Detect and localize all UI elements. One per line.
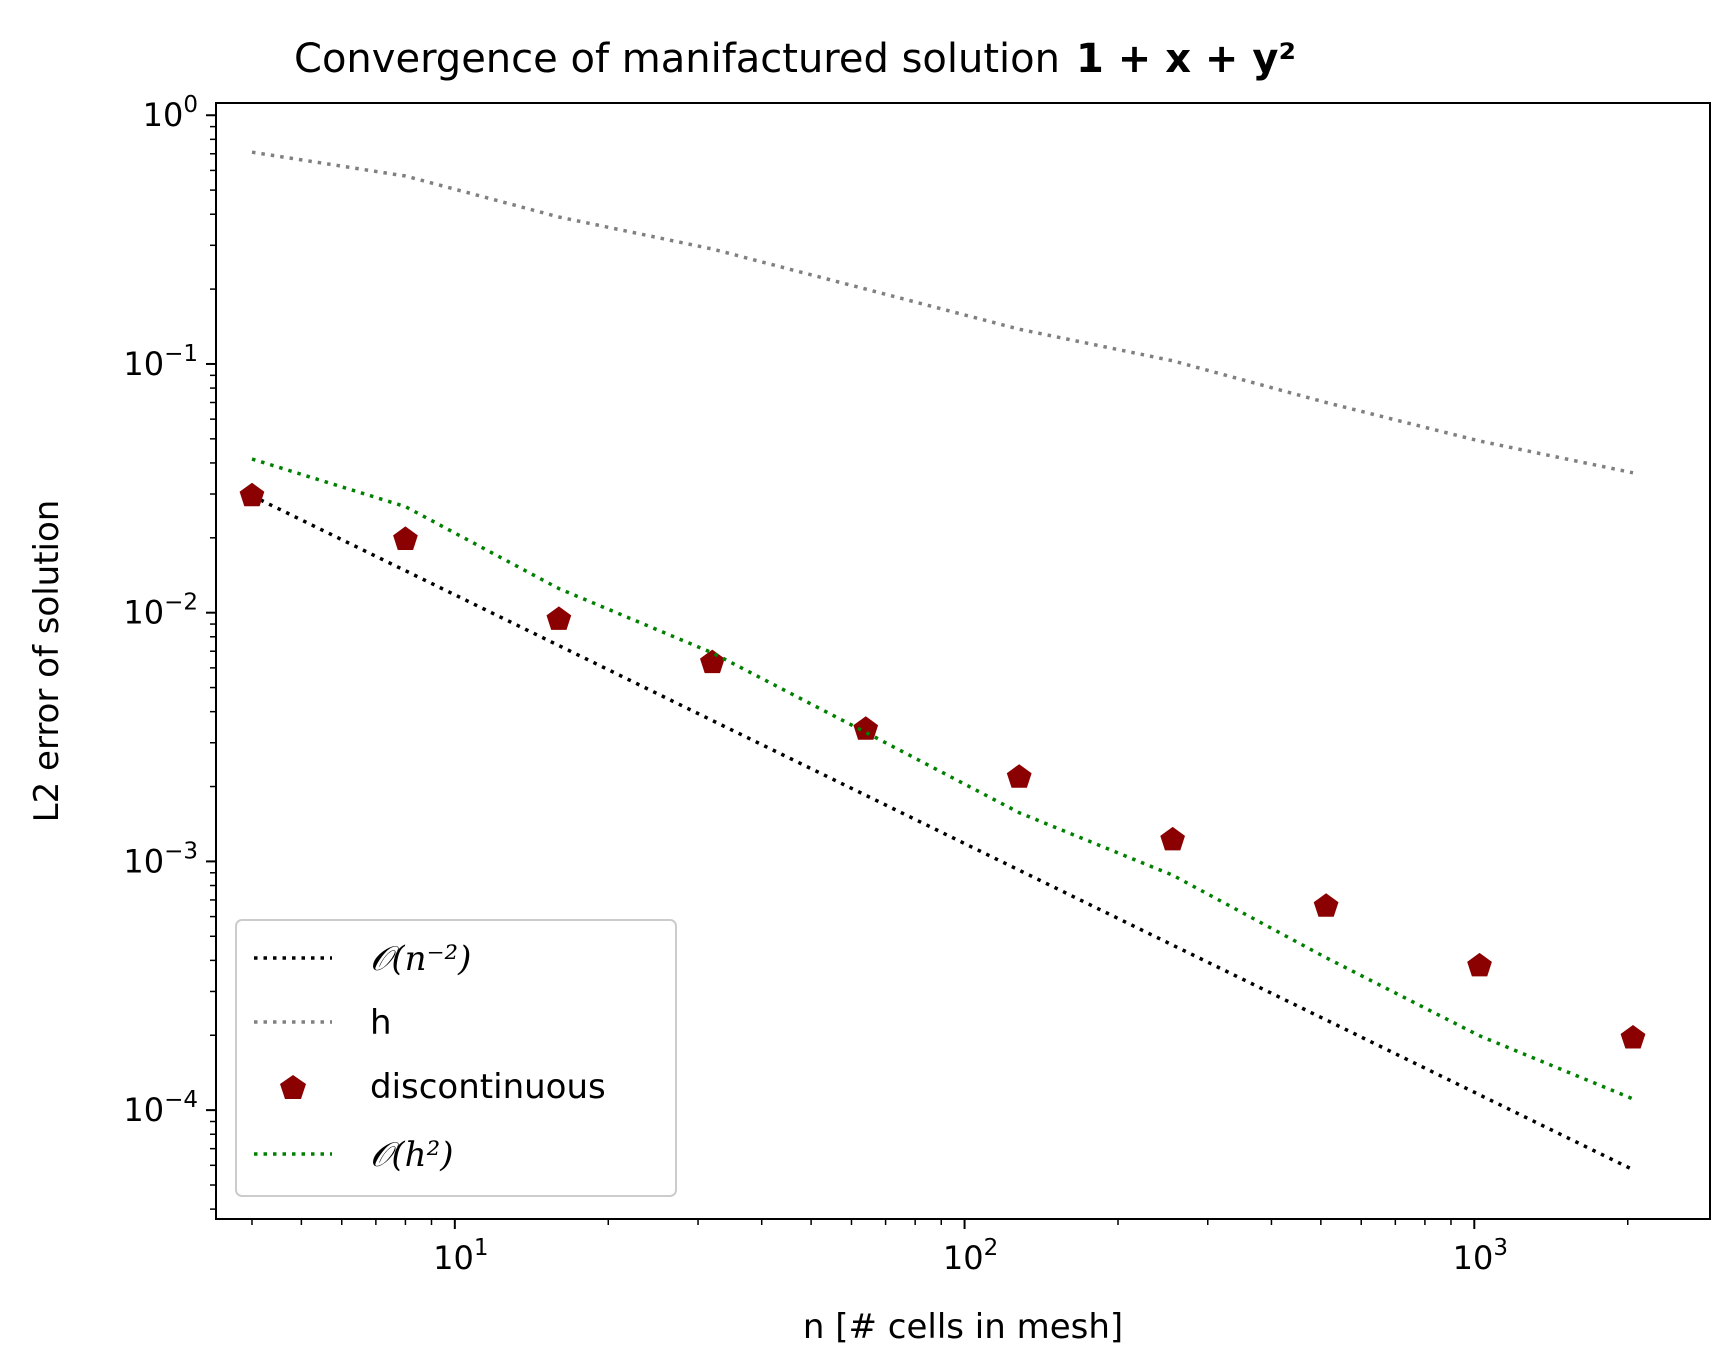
y-axis-label: L2 error of solution <box>27 500 67 823</box>
series-layer <box>239 150 1646 1172</box>
y-tick-label: 10−2 <box>123 590 198 632</box>
legend: 𝒪(n⁻²) h discontinuous 𝒪(h²) <box>235 919 677 1197</box>
x-tick-label: 103 <box>1453 1235 1508 1277</box>
x-axis-ticks: 101 102 103 <box>251 1219 1629 1277</box>
y-tick-label: 10−3 <box>123 838 198 880</box>
series-2-point <box>1006 764 1032 788</box>
series-2-point <box>1313 893 1339 917</box>
y-tick-label: 10−1 <box>123 341 198 383</box>
series-2-point <box>393 526 418 550</box>
y-tick-label: 100 <box>143 92 198 134</box>
legend-label-h: h <box>370 1003 392 1043</box>
series-3-line <box>251 457 1634 1101</box>
legend-label-n-squared: 𝒪(n⁻²) <box>370 939 471 979</box>
legend-label-discontinuous: discontinuous <box>370 1067 606 1107</box>
series-2-point <box>1160 826 1185 851</box>
series-2-point <box>700 649 725 674</box>
series-2-point <box>546 606 572 630</box>
series-2-point <box>1467 952 1492 977</box>
series-2-point <box>239 482 265 507</box>
series-2-point <box>853 716 879 740</box>
series-2-point <box>1620 1025 1646 1049</box>
plot-frame <box>215 102 1711 1220</box>
y-axis-ticks: 100 10−1 10−2 10−3 10−4 <box>123 92 216 1210</box>
x-axis-label: n [# cells in mesh] <box>803 1307 1123 1347</box>
chart-title: Convergence of manifactured solution <box>294 36 1060 82</box>
y-tick-label: 10−4 <box>123 1087 198 1129</box>
chart-title-math: 1 + x + y² <box>1076 36 1296 82</box>
legend-swatch-discontinuous <box>280 1075 306 1099</box>
legend-box <box>235 919 677 1197</box>
legend-label-h-squared: 𝒪(h²) <box>370 1135 453 1175</box>
x-tick-label: 101 <box>433 1235 488 1277</box>
x-tick-label: 102 <box>943 1235 998 1277</box>
